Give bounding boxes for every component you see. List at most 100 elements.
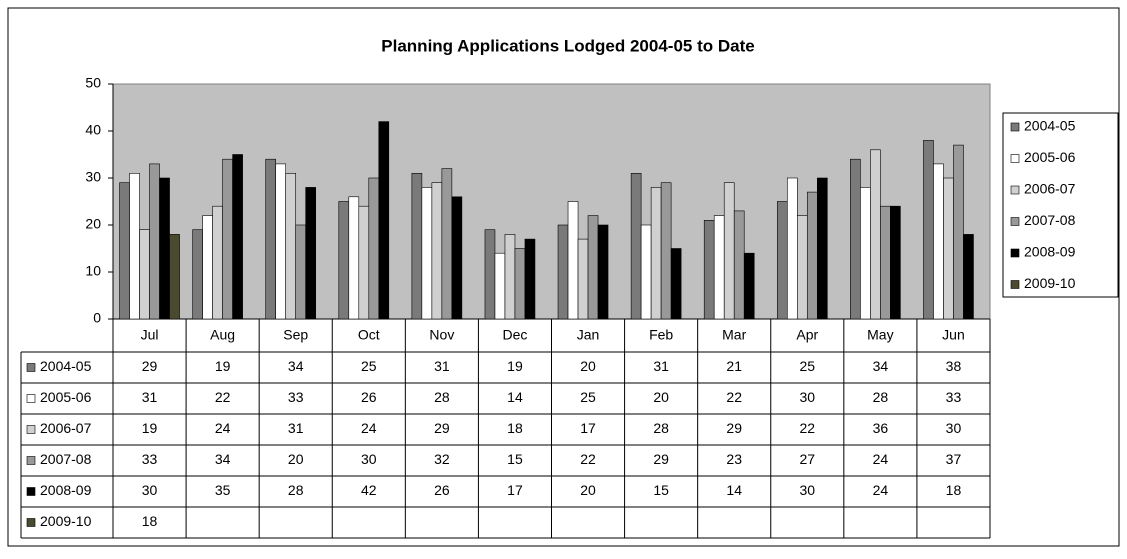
table-value: 33 — [288, 389, 304, 405]
y-tick-label: 40 — [85, 122, 101, 138]
table-value: 33 — [142, 451, 158, 467]
table-value: 18 — [946, 482, 962, 498]
table-value: 17 — [580, 420, 596, 436]
legend-label: 2006-07 — [1024, 181, 1076, 197]
plot-area — [112, 83, 991, 320]
table-value: 30 — [946, 420, 962, 436]
bar — [933, 163, 944, 320]
table-legend-key — [26, 487, 36, 496]
table-value: 24 — [215, 420, 231, 436]
y-tick-label: 0 — [93, 310, 101, 326]
bar — [587, 215, 599, 320]
bar — [192, 229, 203, 320]
bar — [119, 182, 130, 320]
table-series-label: 2006-07 — [40, 420, 92, 436]
legend-key — [1010, 185, 1020, 195]
table-value: 32 — [434, 451, 450, 467]
table-value: 29 — [726, 420, 742, 436]
table-value: 29 — [142, 358, 158, 374]
legend-label: 2009-10 — [1024, 275, 1076, 291]
bar — [806, 191, 818, 320]
bar — [880, 205, 891, 320]
table-value: 25 — [361, 358, 377, 374]
table-value: 21 — [726, 358, 742, 374]
bar — [504, 234, 516, 320]
bar — [870, 149, 881, 320]
bar — [557, 224, 569, 320]
bar — [222, 158, 233, 320]
y-tick-label: 20 — [85, 216, 101, 232]
legend-key — [1010, 248, 1020, 258]
bar — [816, 177, 828, 320]
bar — [129, 173, 140, 320]
bar — [597, 224, 609, 320]
table-value: 14 — [726, 482, 742, 498]
bar — [441, 168, 453, 320]
x-tick-label: May — [867, 327, 893, 343]
legend-label: 2007-08 — [1024, 212, 1076, 228]
bar — [567, 201, 579, 320]
bar — [577, 238, 589, 320]
x-tick-label: Jun — [942, 327, 965, 343]
bar — [524, 238, 536, 320]
table-value: 20 — [580, 358, 596, 374]
table-value: 36 — [873, 420, 889, 436]
table-value: 22 — [726, 389, 742, 405]
table-legend-key — [26, 394, 36, 403]
bar — [202, 215, 213, 320]
table-value: 20 — [580, 482, 596, 498]
table-value: 25 — [580, 389, 596, 405]
table-value: 19 — [507, 358, 523, 374]
table-value: 34 — [215, 451, 231, 467]
table-series-label: 2009-10 — [40, 513, 92, 529]
legend-label: 2008-09 — [1024, 244, 1076, 260]
y-tick-label: 30 — [85, 169, 101, 185]
table-value: 27 — [800, 451, 816, 467]
bar — [890, 205, 901, 320]
bar — [421, 187, 433, 320]
table-value: 31 — [653, 358, 669, 374]
bar — [796, 215, 808, 320]
bar — [640, 224, 652, 320]
bar — [713, 215, 725, 320]
legend-key — [1010, 154, 1020, 163]
x-tick-label: Apr — [796, 327, 818, 343]
x-tick-label: Oct — [358, 327, 380, 343]
table-value: 15 — [507, 451, 523, 467]
bar — [963, 234, 974, 320]
bar — [305, 187, 317, 320]
x-tick-label: Aug — [210, 327, 235, 343]
table-value: 35 — [215, 482, 231, 498]
bar — [149, 163, 160, 320]
table-value: 24 — [361, 420, 377, 436]
bar — [850, 158, 861, 320]
bar — [953, 144, 964, 320]
table-value: 22 — [580, 451, 596, 467]
bar — [484, 229, 496, 320]
table-value: 30 — [142, 482, 158, 498]
bar — [212, 205, 223, 320]
bar — [776, 201, 788, 320]
y-tick-label: 10 — [85, 263, 101, 279]
table-value: 19 — [142, 420, 158, 436]
table-value: 29 — [653, 451, 669, 467]
table-legend-key — [26, 425, 36, 434]
table-value: 26 — [361, 389, 377, 405]
y-tick-label: 50 — [85, 75, 101, 91]
x-tick-label: Jan — [577, 327, 600, 343]
table-value: 24 — [873, 482, 889, 498]
table-value: 38 — [946, 358, 962, 374]
table-series-label: 2007-08 — [40, 451, 92, 467]
bar — [368, 177, 380, 320]
table-value: 19 — [215, 358, 231, 374]
table-value: 28 — [434, 389, 450, 405]
bar — [169, 234, 180, 320]
table-value: 24 — [873, 451, 889, 467]
table-series-label: 2005-06 — [40, 389, 92, 405]
bar — [494, 252, 506, 320]
table-legend-key — [26, 518, 36, 527]
bar — [295, 224, 307, 320]
bar — [743, 252, 755, 320]
legend-label: 2005-06 — [1024, 149, 1076, 165]
x-tick-label: Dec — [503, 327, 528, 343]
